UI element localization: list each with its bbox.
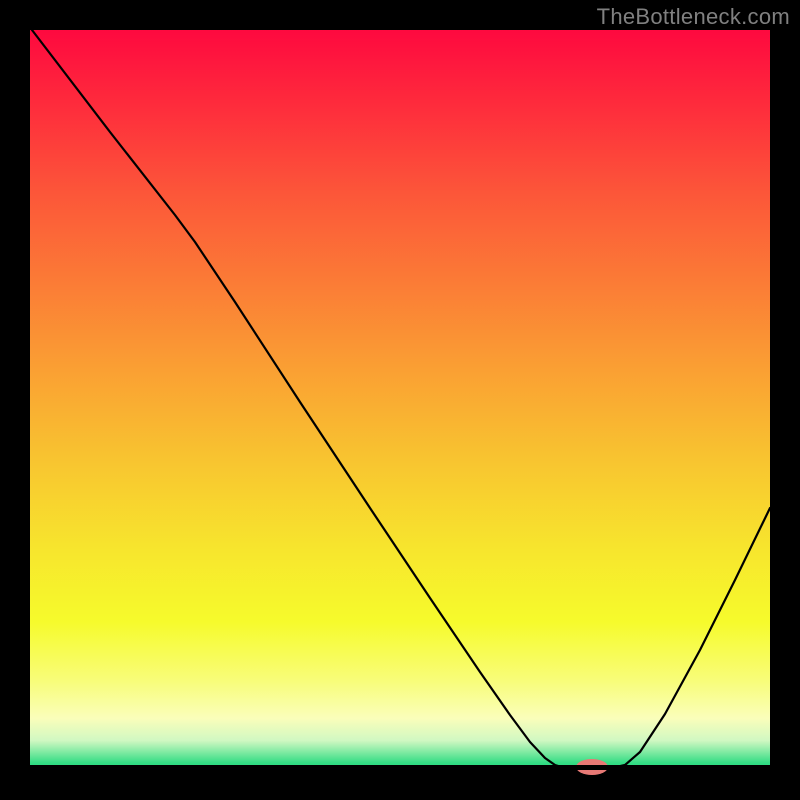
watermark-text: TheBottleneck.com — [597, 4, 790, 30]
plot-area-background — [30, 30, 770, 770]
bottleneck-chart — [0, 0, 800, 800]
bottom-axis-border — [30, 765, 770, 770]
